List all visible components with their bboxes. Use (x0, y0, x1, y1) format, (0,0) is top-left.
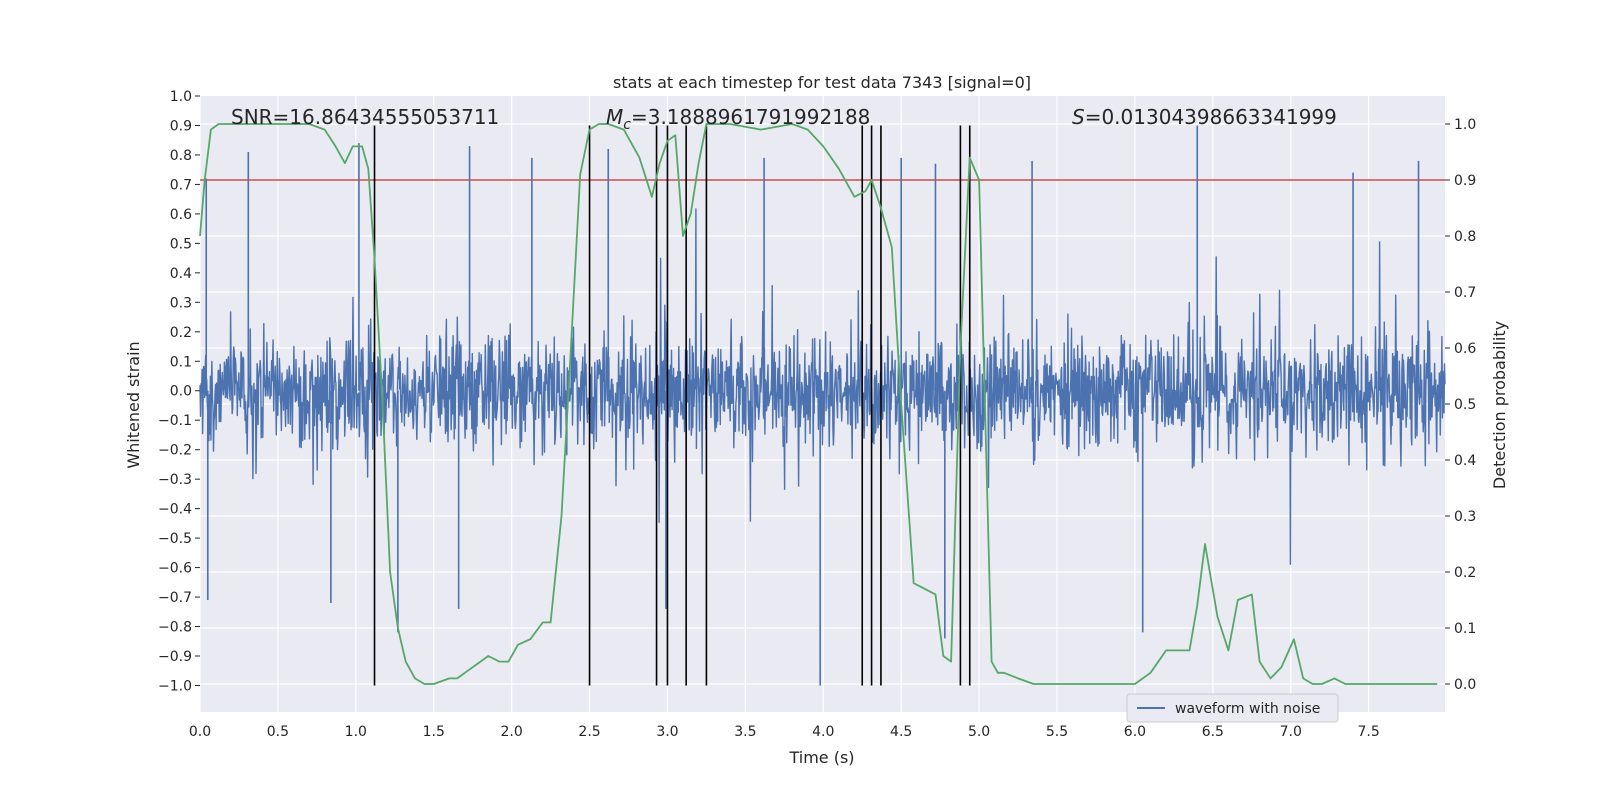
spin-value: =0.01304398663341999 (1085, 105, 1337, 129)
left-tick-label: −0.8 (158, 620, 192, 636)
right-axis-ticks: 1.0 0.9 0.8 0.7 0.6 0.5 0.4 0.3 0.2 0.1 0.0 (1445, 117, 1476, 693)
vertical-markers (373, 125, 971, 686)
x-tick-label: 2.0 (501, 724, 523, 740)
x-tick-label: 2.5 (578, 724, 600, 740)
legend: waveform with noise (1126, 693, 1339, 723)
left-tick-label: 0.0 (170, 384, 192, 400)
x-axis-ticks: 0.0 0.5 1.0 1.5 2.0 2.5 3.0 3.5 4.0 4.5 5.0 5.5 6.0 6… (189, 724, 1380, 740)
left-tick-label: −0.5 (158, 531, 192, 547)
chirp-mass-value: =3.1888961791992188 (631, 105, 870, 129)
x-tick-label: 3.5 (734, 724, 756, 740)
left-tick-label: −0.3 (158, 472, 192, 488)
x-tick-label: 1.0 (345, 724, 367, 740)
left-tick-label: −0.1 (158, 413, 192, 429)
right-axis-label: Detection probability (1490, 321, 1509, 489)
x-tick-label: 5.5 (1046, 724, 1068, 740)
left-tick-label: 0.5 (170, 236, 192, 252)
x-tick-label: 0.5 (267, 724, 289, 740)
left-tick-label: 0.8 (170, 148, 192, 164)
x-tick-label: 4.0 (812, 724, 834, 740)
x-tick-label: 3.0 (656, 724, 678, 740)
detection-probability-series (199, 123, 1438, 685)
chart-title: stats at each timestep for test data 734… (613, 73, 1031, 92)
x-tick-label: 0.0 (189, 724, 211, 740)
x-tick-label: 7.5 (1358, 724, 1380, 740)
x-tick-label: 6.0 (1124, 724, 1146, 740)
left-tick-label: −0.4 (158, 502, 192, 518)
snr-annotation: SNR=16.86434555053711 (231, 105, 499, 129)
waveform-with-noise-series (199, 125, 1446, 686)
right-tick-label: 0.9 (1454, 173, 1476, 189)
right-tick-label: 1.0 (1454, 117, 1476, 133)
chirp-mass-annotation: Mc=3.1888961791992188 (606, 105, 870, 133)
right-tick-label: 0.4 (1454, 453, 1476, 469)
chirp-mass-symbol: M (606, 105, 623, 129)
right-tick-label: 0.5 (1454, 397, 1476, 413)
left-tick-label: 1.0 (170, 89, 192, 105)
right-tick-label: 0.6 (1454, 341, 1476, 357)
right-tick-label: 0.3 (1454, 509, 1476, 525)
x-tick-label: 5.0 (968, 724, 990, 740)
left-tick-label: −1.0 (158, 678, 192, 694)
right-tick-label: 0.2 (1454, 565, 1476, 581)
right-tick-label: 0.7 (1454, 285, 1476, 301)
spin-symbol: S (1072, 105, 1085, 129)
left-tick-label: 0.9 (170, 118, 192, 134)
chirp-mass-subscript: c (623, 117, 631, 133)
legend-box (1126, 693, 1339, 723)
left-tick-label: −0.7 (158, 590, 192, 606)
x-tick-label: 7.0 (1280, 724, 1302, 740)
legend-label: waveform with noise (1175, 701, 1320, 717)
right-tick-label: 0.1 (1454, 621, 1476, 637)
left-tick-label: −0.2 (158, 443, 192, 459)
x-tick-label: 4.5 (890, 724, 912, 740)
x-tick-label: 1.5 (423, 724, 445, 740)
left-tick-label: 0.7 (170, 177, 192, 193)
left-tick-label: 0.2 (170, 325, 192, 341)
right-tick-label: 0.0 (1454, 677, 1476, 693)
left-axis-ticks: 1.0 0.9 0.8 0.7 0.6 0.5 0.4 0.3 0.2 0.1 0.0 −0.1 −0.… (158, 89, 200, 694)
right-tick-label: 0.8 (1454, 229, 1476, 245)
x-axis-label: Time (s) (788, 748, 854, 767)
left-tick-label: 0.6 (170, 207, 192, 223)
left-tick-label: 0.4 (170, 266, 192, 282)
detection-probability-line (199, 123, 1438, 685)
left-tick-label: 0.3 (170, 295, 192, 311)
left-tick-label: 0.1 (170, 354, 192, 370)
left-axis-label: Whitened strain (124, 341, 143, 468)
left-tick-label: −0.9 (158, 649, 192, 665)
x-tick-label: 6.5 (1202, 724, 1224, 740)
spin-annotation: S=0.01304398663341999 (1072, 105, 1337, 129)
waveform-line (199, 208, 1446, 565)
left-tick-label: −0.6 (158, 561, 192, 577)
